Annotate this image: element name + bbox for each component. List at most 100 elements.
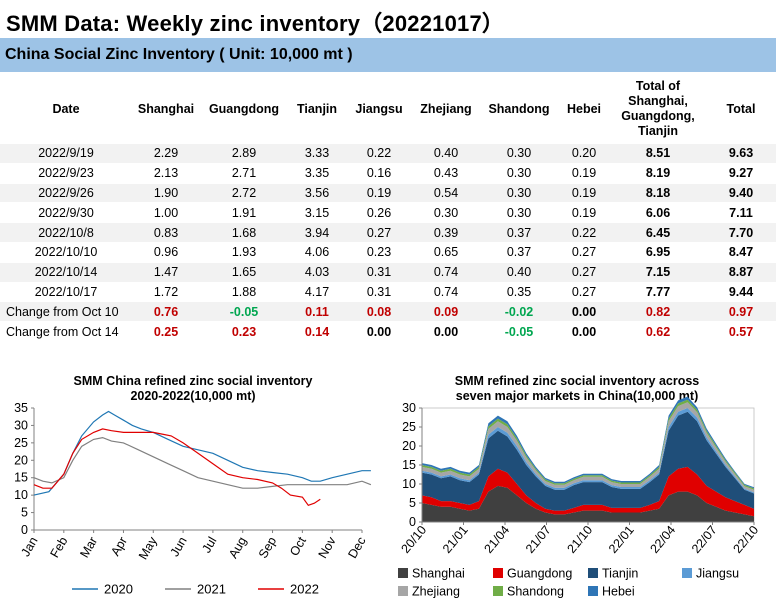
cell-value: 0.19 <box>558 163 610 184</box>
area-Guangdong <box>422 466 754 517</box>
cell-date: 2022/10/10 <box>0 242 132 263</box>
legend-swatch <box>398 568 408 578</box>
cell-value: 0.22 <box>346 144 412 164</box>
cell-value: 2.29 <box>132 144 200 164</box>
cell-value: 0.19 <box>346 183 412 204</box>
legend-swatch <box>682 568 692 578</box>
cell-date: 2022/9/19 <box>0 144 132 164</box>
cell-value: 0.30 <box>412 202 480 224</box>
legend-label: Shandong <box>507 585 564 599</box>
y-tick-label: 20 <box>402 439 416 453</box>
change-value: 0.00 <box>412 321 480 342</box>
cell-date: 2022/9/30 <box>0 202 132 224</box>
legend-swatch <box>588 586 598 596</box>
cell-value: 9.44 <box>706 282 776 303</box>
table-row: 2022/9/26 1.90 2.72 3.56 0.19 0.54 0.30 0.19 8.1… <box>0 183 776 204</box>
x-tick-label: 22/04 <box>647 523 678 556</box>
cell-value: 1.00 <box>132 202 200 224</box>
y-tick-label: 15 <box>14 471 28 485</box>
cell-value: 2.72 <box>200 183 288 204</box>
table-row: 2022/9/30 1.00 1.91 3.15 0.26 0.30 0.30 0.19 6.0… <box>0 202 776 224</box>
cell-value: 9.40 <box>706 183 776 204</box>
x-tick-label: Dec <box>345 535 368 561</box>
cell-value: 0.23 <box>346 242 412 263</box>
cell-value: 0.31 <box>346 262 412 283</box>
chart2-area-chart: 0 5 10 15 20 25 30 20/10 21/01 21/04 21/07 21/10 22/… <box>398 396 761 599</box>
change-value: 0.25 <box>132 321 200 342</box>
x-tick-label: 22/01 <box>606 523 637 556</box>
header-zhejiang: Zhejiang <box>420 101 472 116</box>
table-row: 2022/10/14 1.47 1.65 4.03 0.31 0.74 0.40 0.27 7.… <box>0 262 776 283</box>
cell-value: 0.22 <box>558 222 610 243</box>
cell-value: 0.43 <box>412 163 480 184</box>
cell-value: 8.51 <box>610 144 706 164</box>
table-header-row: Date Shanghai Guangdong Tianjin Jiangsu … <box>0 74 776 144</box>
chart2-title: SMM refined zinc social inventory across… <box>454 374 700 403</box>
cell-value: 0.30 <box>480 202 558 224</box>
cell-value: 0.74 <box>412 282 480 303</box>
y-tick-label: 20 <box>14 453 28 467</box>
change-value: 0.08 <box>346 301 412 323</box>
legend-swatch <box>493 568 503 578</box>
cell-value: 0.65 <box>412 242 480 263</box>
y-tick-label: 30 <box>14 418 28 432</box>
cell-value: 1.91 <box>200 202 288 224</box>
x-tick-label: Aug <box>226 534 249 560</box>
legend-swatch <box>588 568 598 578</box>
x-tick-label: 21/04 <box>481 523 512 556</box>
x-tick-label: Mar <box>77 535 100 561</box>
cell-value: 0.26 <box>346 202 412 224</box>
legend-label: 2021 <box>197 582 226 597</box>
y-tick-label: 10 <box>402 477 416 491</box>
header-total-three: Total of Shanghai, Guangdong, Tianjin <box>621 79 695 138</box>
cell-value: 0.35 <box>480 282 558 303</box>
cell-value: 0.74 <box>412 262 480 283</box>
change-value: 0.57 <box>706 321 776 342</box>
cell-value: 2.13 <box>132 163 200 184</box>
y-tick-label: 25 <box>14 436 28 450</box>
cell-value: 8.19 <box>610 163 706 184</box>
legend-swatch <box>398 586 408 596</box>
change-value: 0.76 <box>132 301 200 323</box>
y-tick-label: 25 <box>402 420 416 434</box>
cell-value: 0.54 <box>412 183 480 204</box>
legend-label: 2020 <box>104 582 133 597</box>
x-tick-label: 20/10 <box>398 523 429 556</box>
change-value: 0.00 <box>558 301 610 323</box>
change-row: Change from Oct 14 0.25 0.23 0.14 0.00 0.00 -0… <box>0 321 776 342</box>
cell-value: 0.27 <box>346 222 412 243</box>
subtitle-bar: China Social Zinc Inventory ( Unit: 10,0… <box>0 38 776 72</box>
table-subtitle: China Social Zinc Inventory ( Unit: 10,0… <box>5 46 353 63</box>
inventory-table: Date Shanghai Guangdong Tianjin Jiangsu … <box>0 74 776 342</box>
chart1-line-chart: 0 5 10 15 20 25 30 35 Jan Feb Mar Apr May Jun Jul Aug Se… <box>14 401 372 597</box>
cell-value: 0.96 <box>132 242 200 263</box>
cell-value: 4.03 <box>288 262 346 283</box>
cell-value: 1.90 <box>132 183 200 204</box>
header-date: Date <box>52 101 80 116</box>
cell-value: 0.40 <box>412 144 480 164</box>
series-line-2022 <box>33 428 321 507</box>
cell-value: 0.37 <box>480 222 558 243</box>
cell-value: 9.63 <box>706 144 776 164</box>
cell-value: 0.27 <box>558 282 610 303</box>
cell-value: 4.06 <box>288 242 346 263</box>
header-jiangsu: Jiangsu <box>355 101 403 116</box>
cell-value: 2.71 <box>200 163 288 184</box>
table-row: 2022/10/17 1.72 1.88 4.17 0.31 0.74 0.35 0.27 7.… <box>0 282 776 303</box>
cell-value: 3.15 <box>288 202 346 224</box>
legend-label: Hebei <box>602 585 635 599</box>
cell-value: 8.87 <box>706 262 776 283</box>
cell-date: 2022/10/14 <box>0 262 132 283</box>
change-value: 0.23 <box>200 321 288 342</box>
cell-date: 2022/9/23 <box>0 163 132 184</box>
cell-value: 0.27 <box>558 242 610 263</box>
page-title: SMM Data: Weekly zinc inventory（20221017… <box>6 11 505 36</box>
cell-value: 0.30 <box>480 183 558 204</box>
x-tick-label: 21/07 <box>523 523 554 556</box>
cell-value: 0.30 <box>480 144 558 164</box>
table-row: 2022/9/23 2.13 2.71 3.35 0.16 0.43 0.30 0.19 8.1… <box>0 163 776 184</box>
cell-value: 7.15 <box>610 262 706 283</box>
table-row: 2022/10/10 0.96 1.93 4.06 0.23 0.65 0.37 0.27 6.… <box>0 242 776 263</box>
cell-value: 0.31 <box>346 282 412 303</box>
y-tick-label: 5 <box>21 506 28 520</box>
